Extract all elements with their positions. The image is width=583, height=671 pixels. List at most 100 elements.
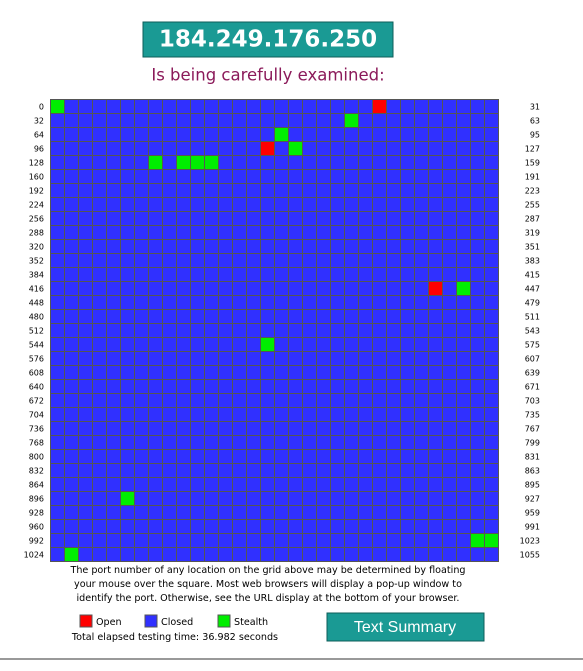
closed-port — [429, 436, 442, 449]
closed-port — [443, 366, 456, 379]
closed-port — [219, 114, 232, 127]
row-start-label: 1024 — [24, 551, 44, 560]
closed-port — [401, 296, 414, 309]
closed-port — [345, 506, 358, 519]
closed-port — [135, 254, 148, 267]
text-summary-button[interactable]: Text Summary — [326, 612, 485, 642]
closed-port — [93, 464, 106, 477]
closed-port — [373, 506, 386, 519]
closed-port — [51, 394, 64, 407]
closed-port — [373, 422, 386, 435]
closed-port — [261, 380, 274, 393]
closed-port — [163, 296, 176, 309]
closed-port — [233, 352, 246, 365]
open-port — [429, 282, 442, 295]
closed-port — [65, 450, 78, 463]
closed-port — [373, 212, 386, 225]
closed-port — [135, 492, 148, 505]
closed-port — [457, 268, 470, 281]
closed-port — [317, 156, 330, 169]
closed-port — [121, 520, 134, 533]
closed-port — [107, 240, 120, 253]
row-start-label: 416 — [29, 285, 44, 294]
closed-port — [233, 394, 246, 407]
closed-port — [359, 338, 372, 351]
closed-port — [205, 324, 218, 337]
closed-port — [219, 352, 232, 365]
closed-port — [331, 226, 344, 239]
closed-port — [191, 310, 204, 323]
closed-port — [443, 338, 456, 351]
closed-port — [205, 282, 218, 295]
closed-port — [485, 296, 498, 309]
closed-port — [135, 114, 148, 127]
closed-port — [331, 254, 344, 267]
closed-port — [359, 282, 372, 295]
closed-port — [233, 184, 246, 197]
closed-port — [359, 114, 372, 127]
closed-port — [191, 296, 204, 309]
closed-port — [485, 338, 498, 351]
closed-port — [289, 296, 302, 309]
closed-port — [177, 170, 190, 183]
closed-port — [289, 212, 302, 225]
closed-port — [51, 310, 64, 323]
closed-port — [177, 142, 190, 155]
closed-port — [93, 380, 106, 393]
closed-port — [219, 282, 232, 295]
button-label[interactable]: Text Summary — [354, 619, 456, 636]
row-end-label: 479 — [525, 299, 540, 308]
button-bg[interactable] — [326, 612, 485, 642]
closed-port — [289, 394, 302, 407]
closed-port — [247, 394, 260, 407]
closed-port — [191, 100, 204, 113]
closed-port — [261, 226, 274, 239]
closed-port — [247, 184, 260, 197]
closed-port — [401, 352, 414, 365]
closed-port — [485, 324, 498, 337]
closed-port — [191, 366, 204, 379]
closed-port — [345, 534, 358, 547]
closed-port — [121, 352, 134, 365]
closed-port — [471, 310, 484, 323]
closed-port — [415, 338, 428, 351]
closed-port — [191, 464, 204, 477]
closed-port — [415, 296, 428, 309]
closed-port — [401, 534, 414, 547]
closed-port — [331, 296, 344, 309]
closed-port — [415, 268, 428, 281]
closed-port — [275, 100, 288, 113]
closed-port — [107, 338, 120, 351]
row-start-label: 384 — [29, 271, 44, 280]
closed-port — [401, 170, 414, 183]
closed-port — [401, 282, 414, 295]
closed-port — [51, 296, 64, 309]
closed-port — [93, 282, 106, 295]
closed-port — [345, 548, 358, 561]
closed-port — [485, 212, 498, 225]
closed-port — [163, 310, 176, 323]
closed-port — [51, 268, 64, 281]
closed-port — [289, 100, 302, 113]
closed-port — [261, 254, 274, 267]
closed-port — [247, 366, 260, 379]
row-end-label: 319 — [525, 229, 540, 238]
closed-port — [191, 282, 204, 295]
closed-port — [373, 394, 386, 407]
closed-port — [345, 450, 358, 463]
closed-port — [65, 226, 78, 239]
closed-port — [275, 198, 288, 211]
closed-port — [79, 492, 92, 505]
closed-port — [177, 436, 190, 449]
closed-port — [233, 198, 246, 211]
closed-port — [275, 324, 288, 337]
closed-port — [121, 380, 134, 393]
closed-port — [387, 268, 400, 281]
closed-port — [289, 548, 302, 561]
stealth-port — [471, 534, 484, 547]
closed-port — [303, 394, 316, 407]
closed-port — [443, 492, 456, 505]
closed-port — [93, 366, 106, 379]
closed-port — [121, 170, 134, 183]
closed-port — [289, 450, 302, 463]
